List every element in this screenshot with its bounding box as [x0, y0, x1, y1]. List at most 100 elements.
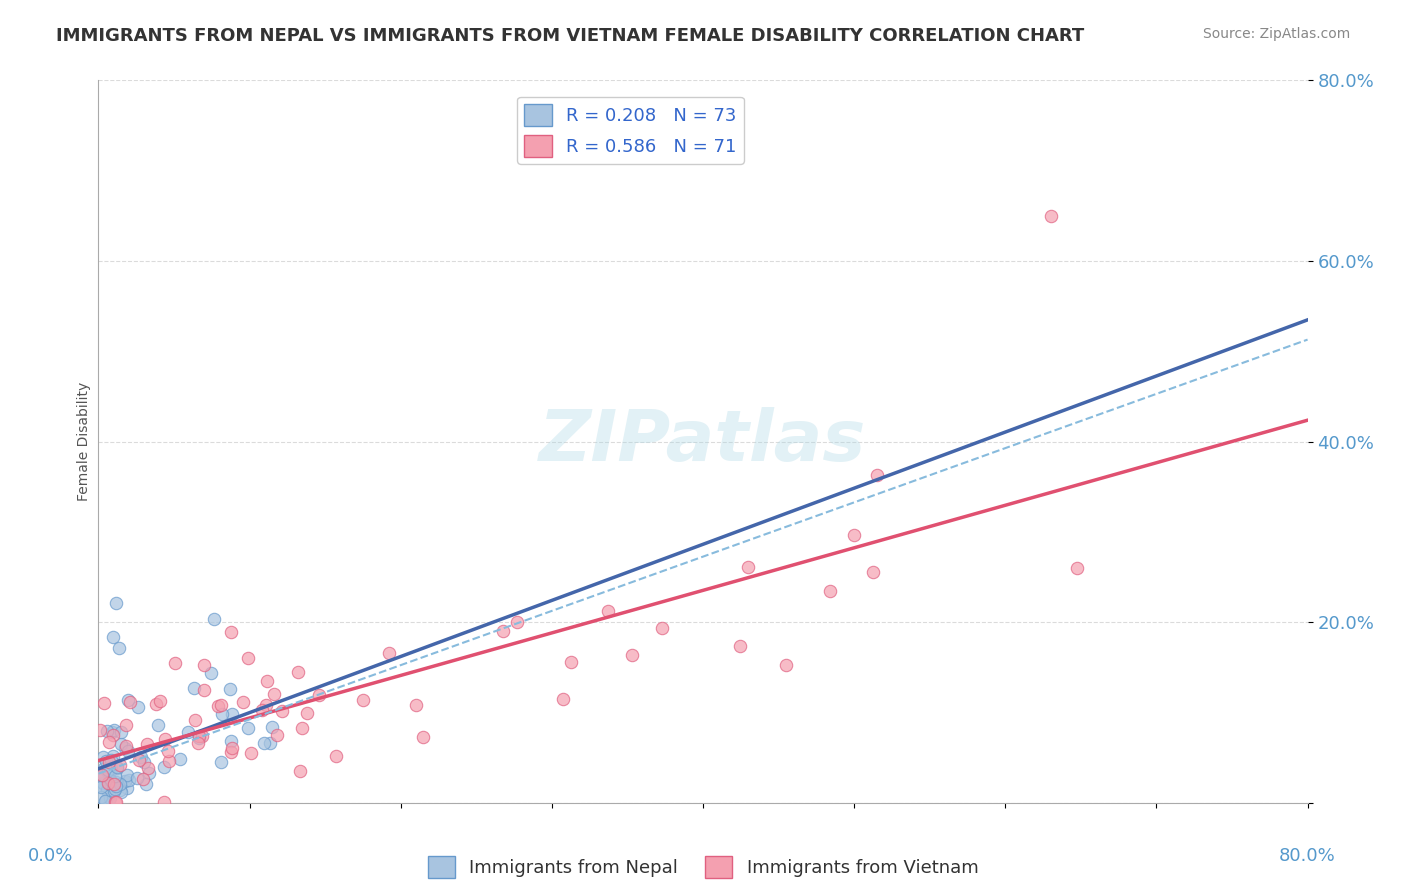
Point	[96, 783, 118, 797]
Point	[105, 780, 128, 794]
Point	[651, 621, 673, 635]
Point	[108, 783, 131, 797]
Point	[98, 763, 121, 777]
Point	[100, 763, 122, 777]
Point	[132, 755, 155, 769]
Point	[104, 782, 127, 797]
Point	[103, 748, 125, 763]
Point	[862, 565, 884, 579]
Text: 80.0%: 80.0%	[1279, 847, 1336, 865]
Point	[209, 755, 232, 769]
Point	[287, 665, 309, 679]
Point	[291, 721, 314, 735]
Point	[620, 648, 643, 663]
Point	[271, 704, 294, 718]
Legend: R = 0.208   N = 73, R = 0.586   N = 71: R = 0.208 N = 73, R = 0.586 N = 71	[517, 96, 744, 164]
Point	[97, 755, 120, 769]
Point	[104, 596, 127, 610]
Point	[138, 766, 160, 780]
Point	[118, 695, 141, 709]
Point	[596, 604, 619, 618]
Point	[209, 698, 232, 712]
Point	[219, 625, 242, 640]
Point	[108, 776, 131, 790]
Text: Source: ZipAtlas.com: Source: ZipAtlas.com	[1202, 27, 1350, 41]
Point	[97, 763, 120, 777]
Point	[110, 737, 132, 751]
Point	[295, 706, 318, 720]
Point	[412, 730, 434, 744]
Point	[98, 735, 121, 749]
Point	[506, 615, 529, 630]
Point	[163, 657, 186, 671]
Point	[91, 776, 114, 790]
Point	[104, 795, 127, 809]
Point	[89, 723, 111, 737]
Point	[114, 773, 136, 788]
Point	[117, 693, 139, 707]
Point	[221, 706, 243, 721]
Point	[105, 759, 128, 773]
Point	[844, 527, 866, 541]
Point	[103, 723, 125, 738]
Point	[90, 768, 112, 782]
Point	[105, 795, 128, 809]
Point	[100, 725, 122, 739]
Point	[93, 696, 115, 710]
Point	[256, 674, 278, 689]
Point	[125, 771, 148, 785]
Point	[188, 729, 211, 743]
Point	[117, 768, 139, 782]
Point	[730, 639, 752, 653]
Point	[219, 682, 242, 697]
Text: 0.0%: 0.0%	[28, 847, 73, 865]
Point	[187, 736, 209, 750]
Point	[96, 723, 118, 738]
Point	[157, 754, 180, 768]
Point	[325, 749, 347, 764]
Point	[93, 768, 115, 782]
Point	[153, 795, 176, 809]
Point	[193, 683, 215, 698]
Point	[136, 761, 159, 775]
Point	[183, 681, 205, 695]
Point	[103, 784, 125, 798]
Point	[221, 740, 243, 755]
Point	[211, 706, 233, 721]
Point	[91, 750, 114, 764]
Point	[492, 624, 515, 639]
Point	[98, 790, 121, 805]
Point	[193, 658, 215, 673]
Point	[115, 739, 138, 753]
Point	[135, 737, 157, 751]
Point	[148, 718, 170, 732]
Point	[200, 665, 222, 680]
Point	[127, 699, 149, 714]
Point	[118, 773, 141, 788]
Text: IMMIGRANTS FROM NEPAL VS IMMIGRANTS FROM VIETNAM FEMALE DISABILITY CORRELATION C: IMMIGRANTS FROM NEPAL VS IMMIGRANTS FROM…	[56, 27, 1084, 45]
Point	[254, 698, 277, 712]
Point	[90, 790, 112, 805]
Point	[110, 758, 132, 772]
Point	[89, 780, 111, 794]
Point	[236, 651, 259, 665]
Point	[202, 612, 225, 626]
Point	[169, 752, 191, 766]
Point	[378, 647, 401, 661]
Point	[153, 732, 176, 747]
Point	[187, 731, 209, 746]
Point	[108, 640, 131, 655]
Point	[131, 750, 153, 764]
Point	[128, 753, 150, 767]
Legend: Immigrants from Nepal, Immigrants from Vietnam: Immigrants from Nepal, Immigrants from V…	[420, 849, 986, 886]
Point	[94, 794, 117, 808]
Point	[250, 703, 273, 717]
Point	[177, 725, 200, 739]
Point	[1039, 209, 1062, 223]
Point	[184, 713, 207, 727]
Point	[93, 761, 115, 775]
Point	[157, 744, 180, 758]
Point	[818, 584, 841, 599]
Point	[263, 687, 285, 701]
Point	[259, 736, 281, 750]
